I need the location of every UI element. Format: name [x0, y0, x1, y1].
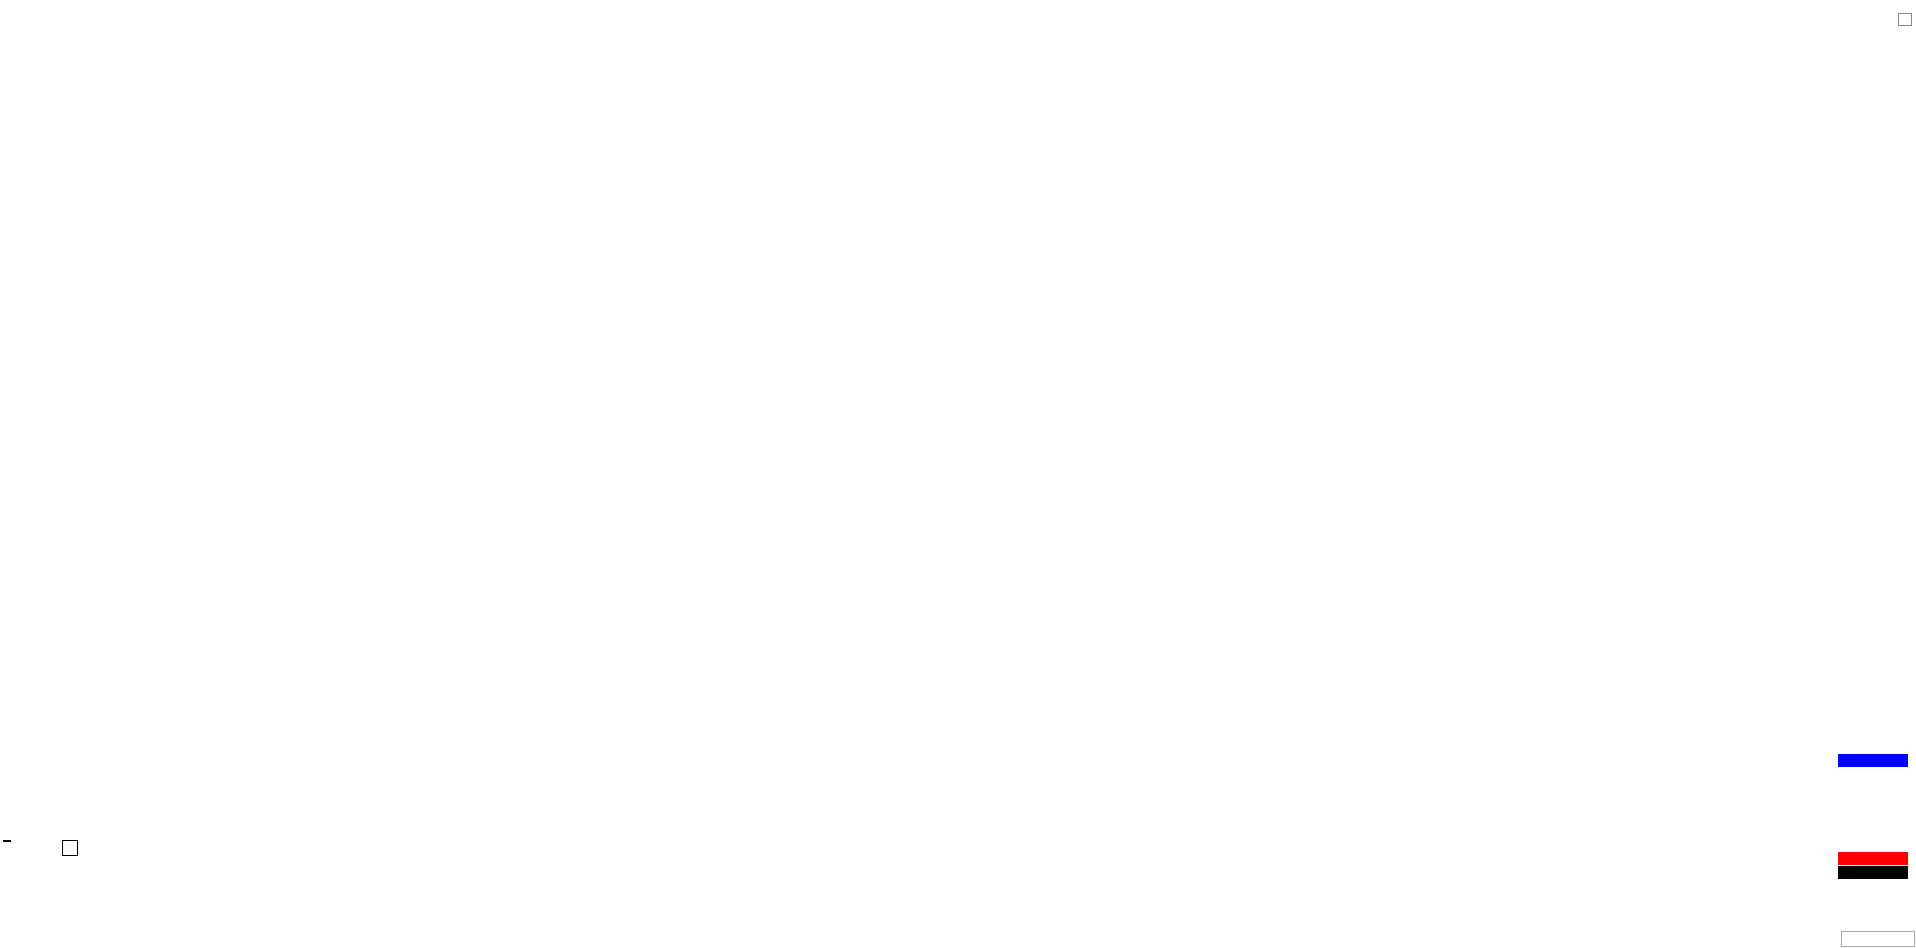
indicator-expand-icon[interactable] [62, 840, 78, 856]
indicator-name-box[interactable] [3, 840, 11, 842]
minimize-icon[interactable] [1898, 13, 1912, 26]
last-price-badge [1838, 754, 1908, 767]
stochastic-k-badge [1838, 866, 1908, 879]
axis-corner-cell [1841, 931, 1915, 947]
stochastic-d-badge [1838, 852, 1908, 865]
